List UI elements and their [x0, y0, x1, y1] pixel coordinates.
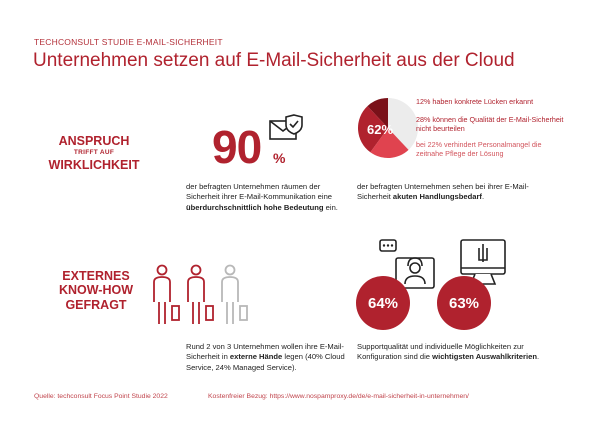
person-traveler-icon	[153, 264, 180, 324]
stat-circle-63: 63%	[437, 276, 491, 330]
footer-source: Quelle: techconsult Focus Point Studie 2…	[34, 393, 168, 400]
support-agent-icon	[379, 239, 435, 289]
stat-90-value: 90	[212, 121, 262, 173]
row-label-extern: EXTERNES KNOW-HOW GEFRAGT	[44, 269, 148, 312]
eyebrow: TECHCONSULT STUDIE E-MAIL-SICHERHEIT	[34, 37, 223, 47]
envelope-shield-icon	[269, 114, 303, 140]
support-description: Supportqualität und individuelle Möglich…	[357, 342, 540, 362]
row-label-anspruch: ANSPRUCH TRIFFT AUF WIRKLICHKEIT	[46, 134, 142, 172]
pie-description: der befragten Unternehmen sehen bei ihre…	[357, 182, 529, 202]
row-label-line-3: GEFRAGT	[65, 297, 127, 312]
person-traveler-icon	[221, 264, 248, 324]
page-title: Unternehmen setzen auf E-Mail-Sicherheit…	[33, 50, 515, 71]
stat-circle-64: 64%	[356, 276, 410, 330]
stat-90-description: der befragten Unternehmen räumen der Sic…	[186, 182, 338, 212]
pie-legend-item-2: 28% können die Qualität der E-Mail-Siche…	[416, 115, 564, 134]
person-traveler-icon	[187, 264, 214, 324]
row-label-top: ANSPRUCH	[58, 134, 130, 148]
people-description: Rund 2 von 3 Unternehmen wollen ihre E-M…	[186, 342, 345, 372]
row-label-line-1: EXTERNES	[62, 269, 130, 283]
row-label-line-2: KNOW-HOW	[58, 283, 134, 298]
row-label-bottom: WIRKLICHKEIT	[48, 157, 140, 172]
pie-slice-3	[370, 128, 409, 158]
pie-slice-2	[358, 106, 388, 153]
pie-legend-item-1: 12% haben konkrete Lücken erkannt	[416, 97, 534, 106]
pie-label: 62%	[367, 122, 393, 137]
stat-90-unit: %	[273, 150, 286, 166]
people-icons	[153, 264, 248, 324]
pie-legend-item-3: bei 22% verhindert Personalmangel die ze…	[416, 140, 542, 159]
row-label-mid: TRIFFT AUF	[73, 149, 115, 157]
footer-link[interactable]: Kostenfreier Bezug: https://www.nospampr…	[208, 393, 469, 400]
pie-chart: 62%	[358, 98, 418, 158]
pie-slice-1	[367, 98, 388, 128]
